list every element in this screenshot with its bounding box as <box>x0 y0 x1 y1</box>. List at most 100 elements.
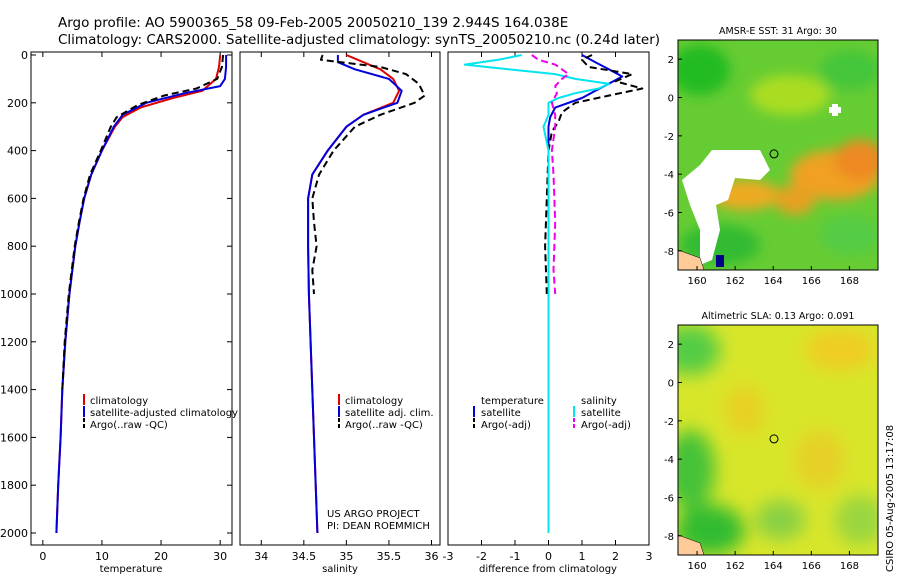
map-x-tick-label: 160 <box>688 276 707 287</box>
x-tick-label: 20 <box>154 550 168 563</box>
x-tick-label: 30 <box>213 550 227 563</box>
sst-map-field <box>678 40 878 270</box>
x-tick-label: 1 <box>579 550 586 563</box>
y-tick-label: 400 <box>7 145 28 158</box>
series-line-salinity-argo-adj <box>531 54 570 295</box>
legend-label-temp-satellite: satellite <box>481 408 521 419</box>
series-line-temperature-argo-adj <box>544 54 644 295</box>
header-title: Argo profile: AO 5900365_58 09-Feb-2005 … <box>58 15 568 31</box>
map-y-tick-label: 0 <box>668 94 674 105</box>
map-x-tick-label: 168 <box>840 276 859 287</box>
sst-argo-marker <box>769 149 779 159</box>
pi-annotation: PI: DEAN ROEMMICH <box>327 521 430 532</box>
project-annotation: US ARGO PROJECT <box>327 509 421 520</box>
y-tick-label: 1200 <box>0 336 28 349</box>
map-y-tick-label: -8 <box>664 532 674 543</box>
series-line-argo-raw-qc <box>61 54 225 390</box>
temperature-axes: 0 10 20 30 0 200 400 600 800 1000 1200 1400 1600 1800… <box>0 49 232 563</box>
legend-label-climatology: climatology <box>90 396 148 407</box>
sst-map-axes: 160 162 164 166 168 -8 -6 -4 -2 0 2 <box>664 55 859 287</box>
salinity-legend: climatology satellite adj. clim. Argo(..… <box>338 394 434 431</box>
sst-cold-pixel <box>716 255 724 267</box>
x-tick-label: -3 <box>443 550 454 563</box>
sst-green-patch <box>820 50 878 90</box>
sst-map-title: AMSR-E SST: 31 Argo: 30 <box>719 26 837 37</box>
sla-yellow-patch <box>805 330 875 370</box>
map-y-tick-label: 0 <box>668 379 674 390</box>
sla-yellow-patch <box>725 385 765 435</box>
temperature-legend: climatology satellite-adjusted climatolo… <box>83 394 238 431</box>
salinity-axes: 34 34.5 35 35.5 36 <box>254 52 438 563</box>
y-tick-label: 0 <box>21 49 28 62</box>
temperature-series <box>55 54 228 534</box>
map-y-tick-label: -2 <box>664 417 674 428</box>
x-tick-label: 2 <box>612 550 619 563</box>
map-x-tick-label: 160 <box>688 561 707 572</box>
sla-green-patch <box>755 500 805 540</box>
map-y-tick-label: -8 <box>664 247 674 258</box>
map-y-tick-label: 2 <box>668 340 674 351</box>
timestamp: CSIRO 05-Aug-2005 13:17:08 <box>885 425 896 572</box>
salinity-plot-frame <box>239 51 441 546</box>
salinity-series <box>307 54 426 534</box>
map-x-tick-label: 166 <box>802 561 821 572</box>
map-y-tick-label: -2 <box>664 132 674 143</box>
sst-land <box>678 249 705 270</box>
y-tick-label: 600 <box>7 192 28 205</box>
legend-label-argo: Argo(..raw -QC) <box>345 420 423 431</box>
y-tick-label: 1800 <box>0 479 28 492</box>
header-subtitle: Climatology: CARS2000. Satellite-adjuste… <box>58 32 660 48</box>
x-tick-label: 34.5 <box>292 550 317 563</box>
series-line-salinity-satellite <box>463 54 610 533</box>
y-tick-label: 2000 <box>0 527 28 540</box>
map-y-tick-label: -4 <box>664 170 674 181</box>
sla-yellow-patch <box>795 430 845 490</box>
sla-map-field <box>678 325 878 555</box>
map-x-tick-label: 168 <box>840 561 859 572</box>
sla-map-frame <box>677 324 879 556</box>
map-x-tick-label: 164 <box>764 276 783 287</box>
legend-label-sal-satellite: satellite <box>581 408 621 419</box>
temperature-plot-frame <box>30 51 233 546</box>
x-tick-label: 35.5 <box>377 550 402 563</box>
map-x-tick-label: 162 <box>726 561 745 572</box>
x-tick-label: 34 <box>254 550 268 563</box>
y-tick-label: 1400 <box>0 384 28 397</box>
x-tick-label: -2 <box>476 550 487 563</box>
y-tick-label: 200 <box>7 97 28 110</box>
sst-green-patch <box>820 215 878 255</box>
sst-missing-data <box>829 107 841 113</box>
map-x-tick-label: 166 <box>802 276 821 287</box>
sla-map-title: Altimetric SLA: 0.13 Argo: 0.091 <box>702 311 855 322</box>
x-tick-label: 10 <box>95 550 109 563</box>
series-line-satellite-adj-clim <box>307 55 403 534</box>
map-y-tick-label: -6 <box>664 494 674 505</box>
sla-green-patch <box>678 430 715 510</box>
sst-green-patch <box>678 45 730 95</box>
map-x-tick-label: 162 <box>726 276 745 287</box>
sla-green-patch <box>835 495 878 545</box>
sst-warm-patch <box>835 140 878 180</box>
temperature-xlabel: temperature <box>100 564 163 575</box>
sla-argo-marker <box>769 434 779 444</box>
x-tick-label: 0 <box>39 550 46 563</box>
sst-map-frame <box>677 39 879 271</box>
sla-map-axes: 160 162 164 166 168 -8 -6 -4 -2 0 2 <box>664 340 859 572</box>
difference-xlabel: difference from climatology <box>479 564 617 575</box>
legend-title-temperature: temperature <box>481 396 544 407</box>
y-tick-label: 1000 <box>0 288 28 301</box>
sst-warm-patch <box>775 185 815 215</box>
salinity-xlabel: salinity <box>322 564 358 575</box>
map-x-tick-label: 164 <box>764 561 783 572</box>
map-y-tick-label: -6 <box>664 209 674 220</box>
difference-axes: -3 -2 -1 0 1 2 3 <box>443 52 653 563</box>
legend-label-satellite: satellite adj. clim. <box>345 408 434 419</box>
sla-green-patch <box>678 325 720 375</box>
x-tick-label: 3 <box>646 550 653 563</box>
sst-yellow-patch <box>750 75 830 115</box>
y-tick-label: 800 <box>7 240 28 253</box>
difference-series <box>463 54 644 533</box>
legend-title-salinity: salinity <box>581 396 617 407</box>
x-tick-label: -1 <box>510 550 521 563</box>
